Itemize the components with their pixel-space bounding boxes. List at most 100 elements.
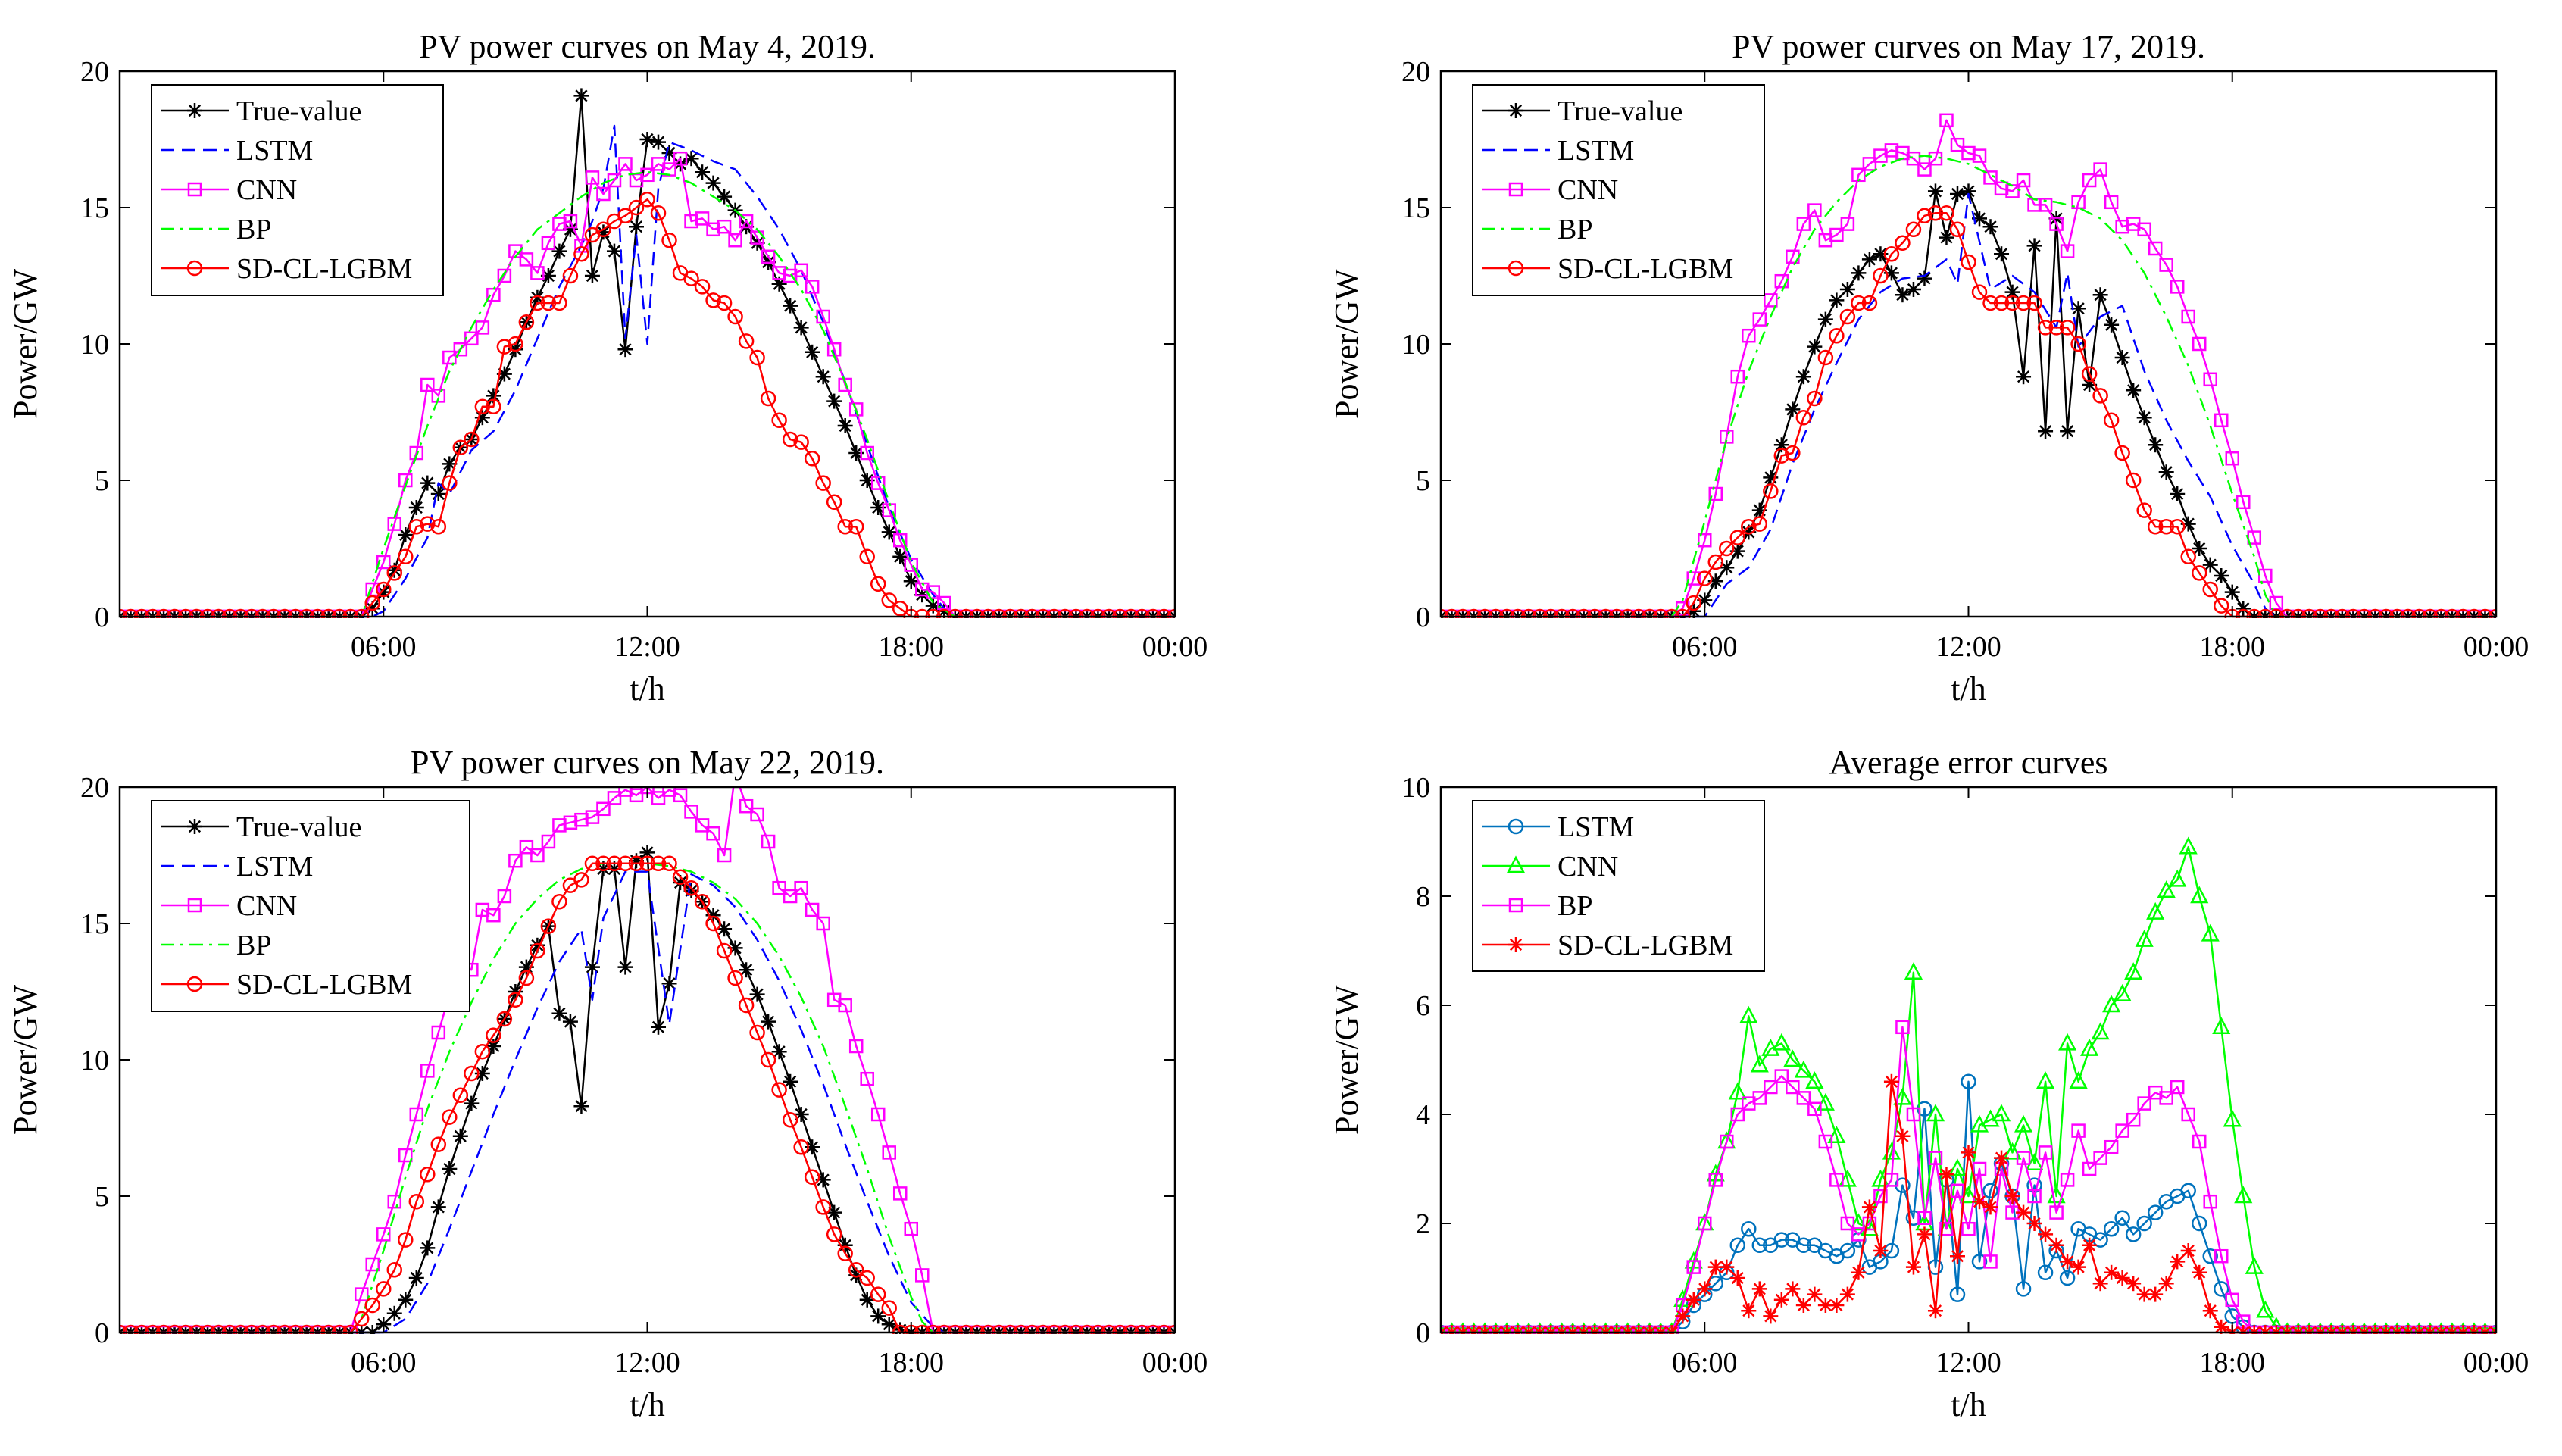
legend-label: True-value [236, 811, 361, 843]
data-point [2137, 222, 2151, 237]
y-tick-label: 5 [95, 1181, 109, 1213]
data-point [2146, 901, 2165, 920]
data-point [1982, 1199, 1998, 1215]
data-point [2245, 1256, 2264, 1274]
data-point [694, 893, 711, 910]
data-point [2003, 1142, 2022, 1160]
x-tick-label: 06:00 [351, 631, 417, 663]
data-point [387, 1194, 402, 1209]
data-point [2479, 1322, 2492, 1334]
data-point [1873, 1243, 1889, 1258]
data-point [2093, 1151, 2107, 1165]
data-point [1829, 1298, 1845, 1313]
data-point [815, 369, 831, 385]
data-point [749, 349, 765, 366]
data-point [530, 295, 545, 311]
y-tick-label: 20 [1401, 56, 1430, 88]
data-point [2258, 568, 2273, 583]
legend-entry-lstm: LSTM [1482, 135, 1634, 167]
data-point [2004, 1189, 2020, 1204]
data-point [585, 810, 600, 824]
data-point [376, 1227, 391, 1242]
data-point [2048, 1237, 2064, 1253]
chart-title: PV power curves on May 22, 2019. [411, 744, 884, 781]
data-point [2457, 1322, 2470, 1334]
data-point [2136, 1215, 2152, 1232]
data-point [1588, 1322, 1601, 1334]
data-point [409, 445, 424, 461]
data-point [684, 214, 698, 229]
data-point [804, 1169, 820, 1186]
data-point [1839, 308, 1856, 325]
chart-title: PV power curves on May 17, 2019. [1732, 28, 2205, 65]
data-point [573, 872, 589, 888]
data-point [727, 308, 743, 325]
data-point [1741, 1220, 1757, 1237]
series-line-true-value [120, 851, 1175, 1334]
legend: True-value LSTM CNN BP SD-CL-LGBM [151, 84, 444, 296]
series-line-lstm [120, 124, 1175, 618]
data-point [1445, 1322, 1458, 1334]
legend-entry-lstm: LSTM [161, 135, 313, 167]
data-point [1961, 1145, 1976, 1161]
data-point [2070, 1259, 2086, 1275]
data-point [815, 475, 831, 491]
data-point [486, 398, 501, 415]
data-point [881, 1300, 897, 1316]
legend-marker [186, 260, 203, 277]
data-point [761, 249, 776, 264]
data-point [551, 243, 567, 259]
data-point [772, 880, 786, 895]
data-point [2256, 1300, 2275, 1318]
data-point [1785, 401, 1801, 417]
data-point [1763, 483, 1779, 499]
data-point [420, 1064, 435, 1078]
legend: True-value LSTM CNN BP SD-CL-LGBM [151, 800, 470, 1012]
legend-entry-sd-cl-lgbm: SD-CL-LGBM [1482, 930, 1733, 961]
data-point [2015, 1281, 2032, 1297]
data-point [826, 393, 842, 409]
data-point [805, 902, 820, 917]
data-point [771, 1082, 787, 1098]
data-point [1665, 1322, 1678, 1334]
data-point [717, 848, 732, 863]
data-point [2026, 1216, 2042, 1231]
data-point [661, 976, 677, 992]
data-point [486, 1027, 501, 1043]
data-point [2125, 472, 2142, 489]
data-point [1939, 113, 1954, 128]
data-point [408, 1193, 425, 1210]
legend-label: BP [1558, 214, 1592, 245]
data-point [1566, 1322, 1579, 1334]
data-point [2092, 388, 2108, 404]
data-point [2082, 1161, 2097, 1176]
data-point [1522, 1322, 1536, 1334]
legend-label: LSTM [236, 135, 313, 167]
data-point [804, 450, 820, 467]
data-point [2104, 195, 2119, 210]
data-point [2059, 1270, 2076, 1286]
data-point [892, 1186, 908, 1201]
data-point [2016, 173, 2031, 188]
data-point [2114, 445, 2130, 461]
data-point [816, 916, 830, 931]
data-point [596, 186, 611, 202]
y-tick-label: 8 [1416, 881, 1430, 913]
data-point [870, 576, 886, 592]
data-point [2102, 995, 2121, 1013]
data-point [2082, 173, 2097, 188]
data-point [1707, 554, 1724, 570]
data-point [1817, 1298, 1833, 1313]
data-point [837, 418, 853, 433]
data-point [1730, 1107, 1745, 1122]
data-point [1773, 448, 1790, 464]
data-point [474, 410, 490, 426]
x-axis-label: t/h [1951, 1386, 1986, 1423]
data-point [881, 592, 897, 608]
data-point [1773, 1292, 1789, 1308]
data-point [672, 869, 689, 886]
data-point [1926, 1104, 1945, 1122]
data-point [1686, 1292, 1701, 1308]
data-point [595, 855, 611, 872]
data-point [2014, 1114, 2033, 1133]
